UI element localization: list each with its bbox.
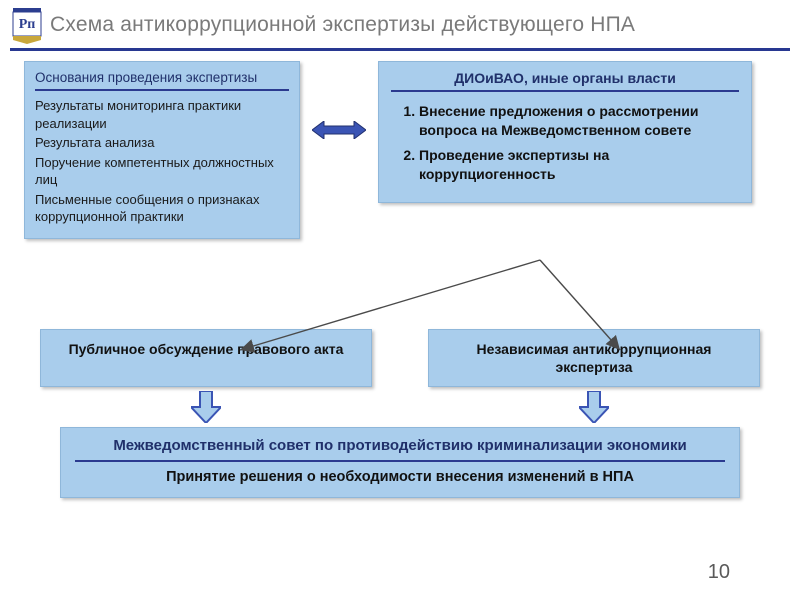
page-number: 10	[708, 561, 730, 584]
box-authorities-title: ДИОиВАО, иные органы власти	[391, 70, 739, 92]
box-authorities: ДИОиВАО, иные органы власти Внесение пре…	[378, 61, 752, 203]
box-public-discussion: Публичное обсуждение правового акта	[40, 329, 372, 387]
page-title: Схема антикоррупционной экспертизы дейст…	[50, 13, 635, 37]
down-arrow-icon	[40, 391, 372, 423]
box-basis: Основания проведения экспертизы Результа…	[24, 61, 300, 239]
basis-item: Письменные сообщения о признаках коррупц…	[35, 191, 289, 226]
header-rule	[10, 48, 790, 51]
double-arrow-icon	[310, 61, 368, 139]
basis-item: Результаты мониторинга практики реализац…	[35, 97, 289, 132]
box-council: Межведомственный совет по противодействи…	[60, 427, 740, 497]
box-independent-expertise: Независимая антикоррупционная экспертиза	[428, 329, 760, 387]
box-council-body: Принятие решения о необходимости внесени…	[75, 468, 725, 487]
logo-icon: Рп	[10, 6, 44, 44]
box-council-title: Межведомственный совет по противодействи…	[75, 436, 725, 462]
basis-item: Поручение компетентных должностных лиц	[35, 154, 289, 189]
down-arrow-icon	[428, 391, 760, 423]
box-basis-title: Основания проведения экспертизы	[35, 70, 289, 91]
authorities-item: Проведение экспертизы на коррупциогеннос…	[419, 146, 739, 184]
basis-item: Результата анализа	[35, 134, 289, 152]
box-basis-body: Результаты мониторинга практики реализац…	[35, 97, 289, 226]
authorities-list: Внесение предложения о рассмотрении вопр…	[391, 102, 739, 184]
svg-text:Рп: Рп	[19, 17, 36, 32]
authorities-item: Внесение предложения о рассмотрении вопр…	[419, 102, 739, 140]
